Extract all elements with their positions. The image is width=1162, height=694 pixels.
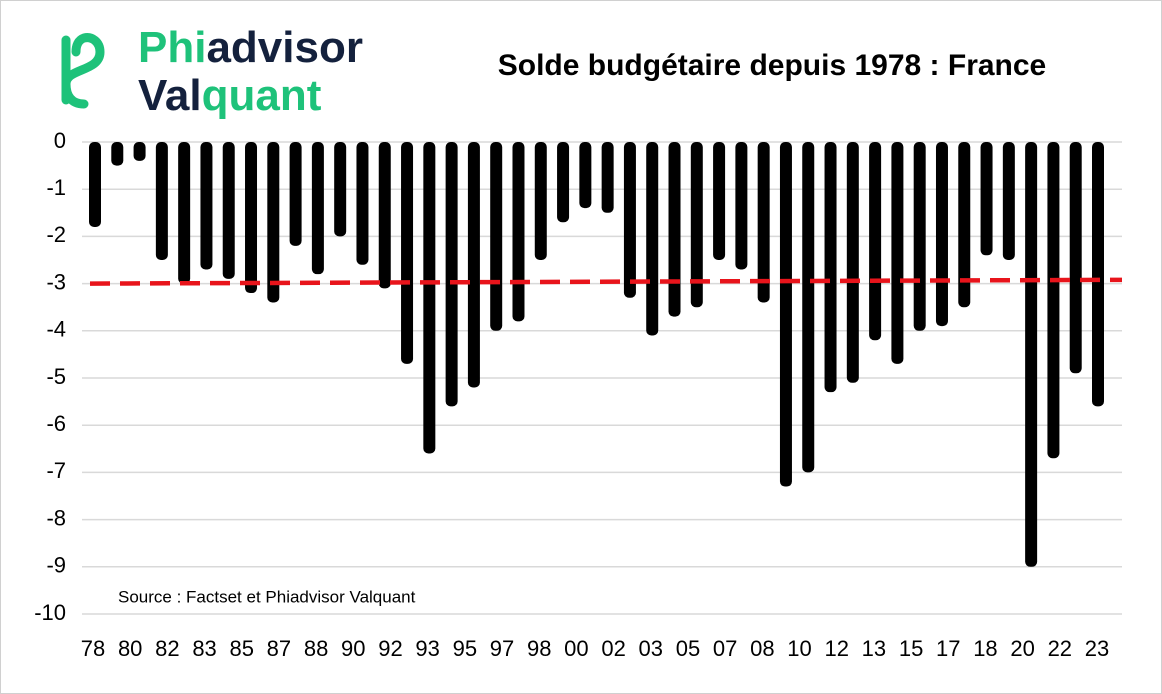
x-tick-label: 02: [601, 636, 625, 661]
bar: [356, 142, 369, 265]
y-tick-label: -2: [46, 222, 66, 247]
logo-part: Phi: [138, 23, 206, 72]
y-tick-label: -3: [46, 269, 66, 294]
x-tick-label: 07: [713, 636, 737, 661]
y-tick-label: -9: [46, 553, 66, 578]
y-tick-label: -6: [46, 411, 66, 436]
bar: [1069, 142, 1082, 374]
bar: [200, 142, 213, 270]
bar: [802, 142, 815, 473]
x-tick-label: 98: [527, 636, 551, 661]
y-tick-label: -4: [46, 317, 66, 342]
bar: [623, 142, 636, 298]
x-tick-label: 05: [676, 636, 700, 661]
x-tick-label: 90: [341, 636, 365, 661]
y-tick-label: -1: [46, 175, 66, 200]
chart-title: Solde budgétaire depuis 1978 : France: [498, 49, 1047, 82]
bar: [779, 142, 792, 487]
bar: [534, 142, 547, 260]
bar: [668, 142, 681, 317]
x-tick-label: 10: [787, 636, 811, 661]
y-tick-label: -8: [46, 505, 66, 530]
bar: [1047, 142, 1060, 459]
x-tick-label: 18: [973, 636, 997, 661]
x-tick-label: 00: [564, 636, 588, 661]
logo-text: Phiadvisor: [138, 23, 363, 72]
x-tick-label: 95: [453, 636, 477, 661]
bar: [289, 142, 302, 246]
bar: [1092, 142, 1104, 407]
x-tick-label: 88: [304, 636, 328, 661]
x-tick-label: 97: [490, 636, 514, 661]
bar: [913, 142, 926, 331]
bar: [311, 142, 324, 275]
bar: [267, 142, 280, 303]
bar: [735, 142, 748, 270]
bar: [512, 142, 525, 322]
logo-part: quant: [202, 71, 322, 120]
bar: [646, 142, 659, 336]
bar: [245, 142, 258, 294]
bar: [601, 142, 614, 213]
bar: [378, 142, 391, 289]
logo-icon: [61, 33, 105, 109]
x-tick-label: 80: [118, 636, 142, 661]
bar: [935, 142, 948, 327]
bar: [111, 142, 124, 166]
bar: [757, 142, 770, 303]
y-tick-label: 0: [54, 128, 66, 153]
bar: [423, 142, 436, 454]
bar: [891, 142, 904, 364]
x-tick-label: 83: [192, 636, 216, 661]
logo-part: Val: [138, 71, 202, 120]
source-note: Source : Factset et Phiadvisor Valquant: [118, 587, 416, 606]
bar: [445, 142, 458, 407]
x-tick-label: 22: [1048, 636, 1072, 661]
bar: [690, 142, 703, 308]
trend-line: [89, 277, 1123, 286]
x-tick-label: 92: [378, 636, 402, 661]
plot: 0 -1 -2 -3 -4 -5 -6 -7 -8 -9 -10 78 80 82 83 85 87 88 90 92…: [34, 128, 1123, 661]
bar: [89, 142, 101, 227]
bar: [178, 142, 191, 284]
y-tick-label: -7: [46, 458, 66, 483]
bar: [155, 142, 168, 260]
x-tick-label: 93: [415, 636, 439, 661]
x-tick-label: 08: [750, 636, 774, 661]
x-tick-label: 23: [1085, 636, 1109, 661]
x-tick-label: 12: [824, 636, 848, 661]
bar: [869, 142, 882, 341]
bar: [846, 142, 859, 383]
bar: [133, 142, 146, 161]
x-tick-label: 20: [1010, 636, 1034, 661]
bar: [334, 142, 347, 237]
bar: [579, 142, 592, 209]
logo-part: advisor: [206, 23, 363, 72]
x-tick-label: 87: [267, 636, 291, 661]
bar: [980, 142, 993, 256]
x-tick-label: 85: [229, 636, 253, 661]
bar: [958, 142, 971, 308]
bar: [1025, 142, 1038, 567]
bar: [824, 142, 837, 393]
y-tick-label: -10: [34, 600, 66, 625]
bar: [1002, 142, 1015, 260]
bar: [490, 142, 503, 331]
bar: [401, 142, 414, 364]
y-tick-label: -5: [46, 364, 66, 389]
x-tick-label: 17: [936, 636, 960, 661]
x-tick-label: 78: [81, 636, 105, 661]
x-tick-label: 82: [155, 636, 179, 661]
bar: [713, 142, 726, 260]
x-tick-label: 03: [639, 636, 663, 661]
logo-text: Valquant: [138, 71, 322, 120]
bar: [557, 142, 570, 223]
bar: [467, 142, 480, 388]
bar: [222, 142, 235, 279]
x-tick-label: 15: [899, 636, 923, 661]
x-tick-label: 13: [862, 636, 886, 661]
